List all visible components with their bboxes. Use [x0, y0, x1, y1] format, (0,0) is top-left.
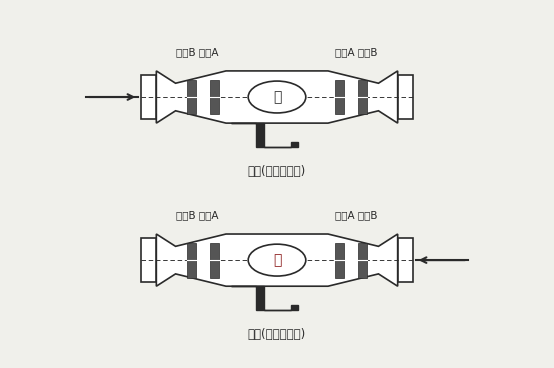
Text: 右阀A 右阀B: 右阀A 右阀B — [335, 47, 378, 57]
Text: 右阀A 右阀B: 右阀A 右阀B — [335, 210, 378, 220]
Text: 图一(使用方供气): 图一(使用方供气) — [248, 165, 306, 178]
Bar — [335, 79, 344, 114]
Bar — [210, 79, 219, 114]
Polygon shape — [231, 123, 299, 147]
Bar — [398, 238, 413, 282]
Bar — [335, 243, 344, 277]
Ellipse shape — [248, 244, 306, 276]
Polygon shape — [231, 286, 299, 310]
Bar — [187, 79, 196, 114]
Text: 左阀B 左阀A: 左阀B 左阀A — [176, 47, 219, 57]
Bar — [210, 243, 219, 277]
Bar — [187, 243, 196, 277]
Bar — [141, 75, 156, 119]
Polygon shape — [156, 71, 398, 123]
Text: 红: 红 — [273, 253, 281, 267]
Bar — [358, 79, 367, 114]
Polygon shape — [156, 234, 398, 286]
Text: 图二(备用方供气): 图二(备用方供气) — [248, 328, 306, 341]
Ellipse shape — [248, 81, 306, 113]
Bar — [398, 75, 413, 119]
Bar — [358, 243, 367, 277]
Text: 左阀B 左阀A: 左阀B 左阀A — [176, 210, 219, 220]
Bar — [141, 238, 156, 282]
Text: 白: 白 — [273, 90, 281, 104]
